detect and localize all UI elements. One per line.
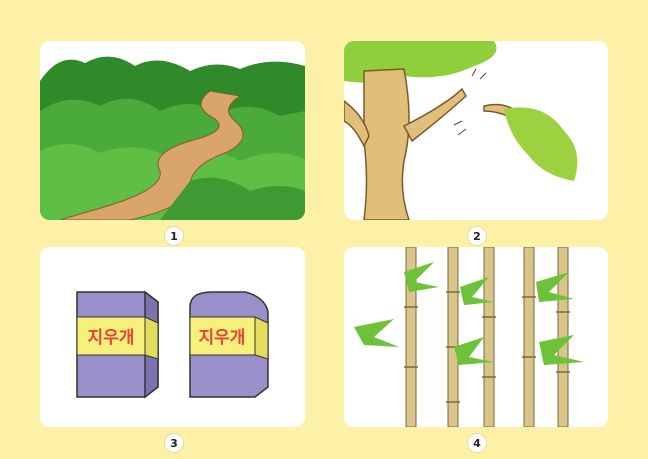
panel-2 — [344, 41, 608, 220]
erasers-illustration: 지우개 지우개 — [40, 247, 305, 427]
eraser-right-label: 지우개 — [199, 328, 246, 348]
panel-number-2: 2 — [467, 226, 487, 246]
eraser-left-label: 지우개 — [88, 328, 135, 348]
broken-branch-illustration — [344, 41, 608, 220]
panel-4 — [344, 247, 608, 427]
panel-3: 지우개 지우개 — [40, 247, 305, 427]
panel-number-3: 3 — [164, 433, 184, 453]
forest-path-illustration — [40, 41, 305, 220]
panel-number-1: 1 — [164, 226, 184, 246]
bamboo-illustration — [344, 247, 608, 427]
panel-1 — [40, 41, 305, 220]
panel-number-4: 4 — [467, 433, 487, 453]
